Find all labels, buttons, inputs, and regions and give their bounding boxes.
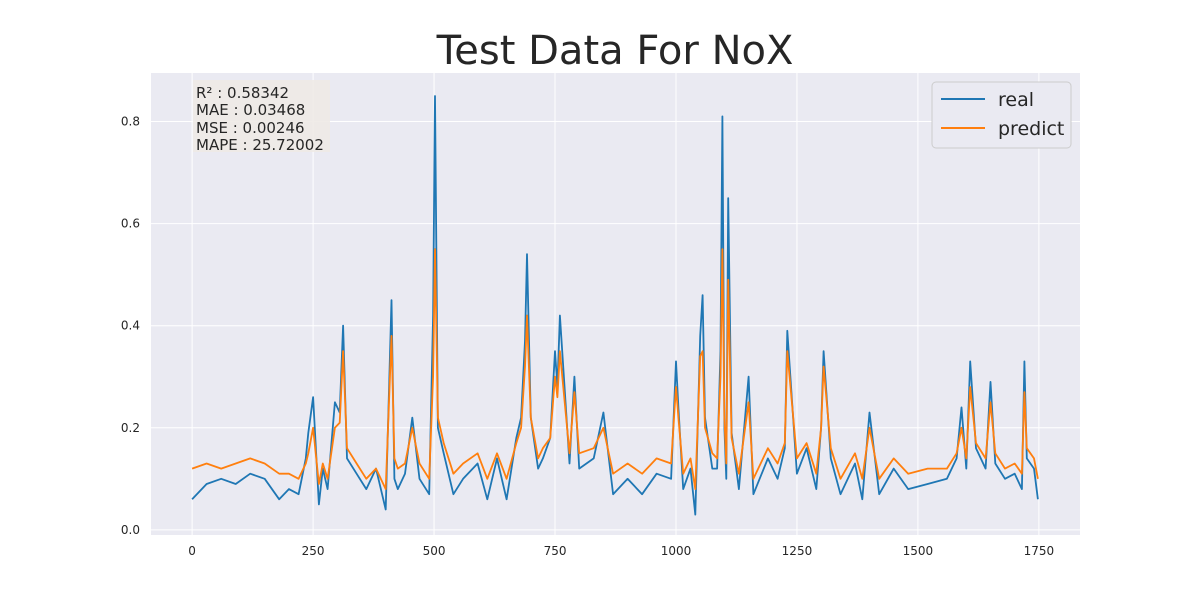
- chart-title: Test Data For NoX: [436, 28, 794, 74]
- legend: real predict: [931, 81, 1072, 149]
- x-tick-label: 1250: [782, 544, 813, 558]
- y-tick-label: 0.8: [121, 114, 140, 128]
- x-tick-label: 1000: [661, 544, 692, 558]
- series-layer: [191, 95, 1039, 516]
- x-tick-label: 500: [423, 544, 446, 558]
- y-tick-label: 0.6: [121, 217, 140, 231]
- legend-label-predict: predict: [998, 118, 1064, 140]
- x-tick-label: 750: [544, 544, 567, 558]
- x-tick-label: 1500: [903, 544, 934, 558]
- stat-mae: MAE : 0.03468: [196, 101, 305, 119]
- tick-labels: 0 250 500 750 1000 1250 1500 1750 0.0 0.2 0.4 0.6 0.…: [121, 114, 1054, 558]
- y-tick-label: 0.2: [121, 421, 140, 435]
- series-line-predict: [191, 248, 1039, 491]
- stat-mse: MSE : 0.00246: [196, 119, 305, 137]
- legend-label-real: real: [998, 89, 1034, 111]
- x-tick-label: 250: [302, 544, 325, 558]
- stat-r2: R² : 0.58342: [196, 84, 289, 102]
- y-tick-label: 0.0: [121, 523, 140, 537]
- series-line-real: [191, 95, 1039, 516]
- x-tick-label: 0: [188, 544, 196, 558]
- x-tick-label: 1750: [1024, 544, 1055, 558]
- y-tick-label: 0.4: [121, 319, 140, 333]
- stats-box: [193, 80, 330, 152]
- stat-mape: MAPE : 25.72002: [196, 136, 324, 154]
